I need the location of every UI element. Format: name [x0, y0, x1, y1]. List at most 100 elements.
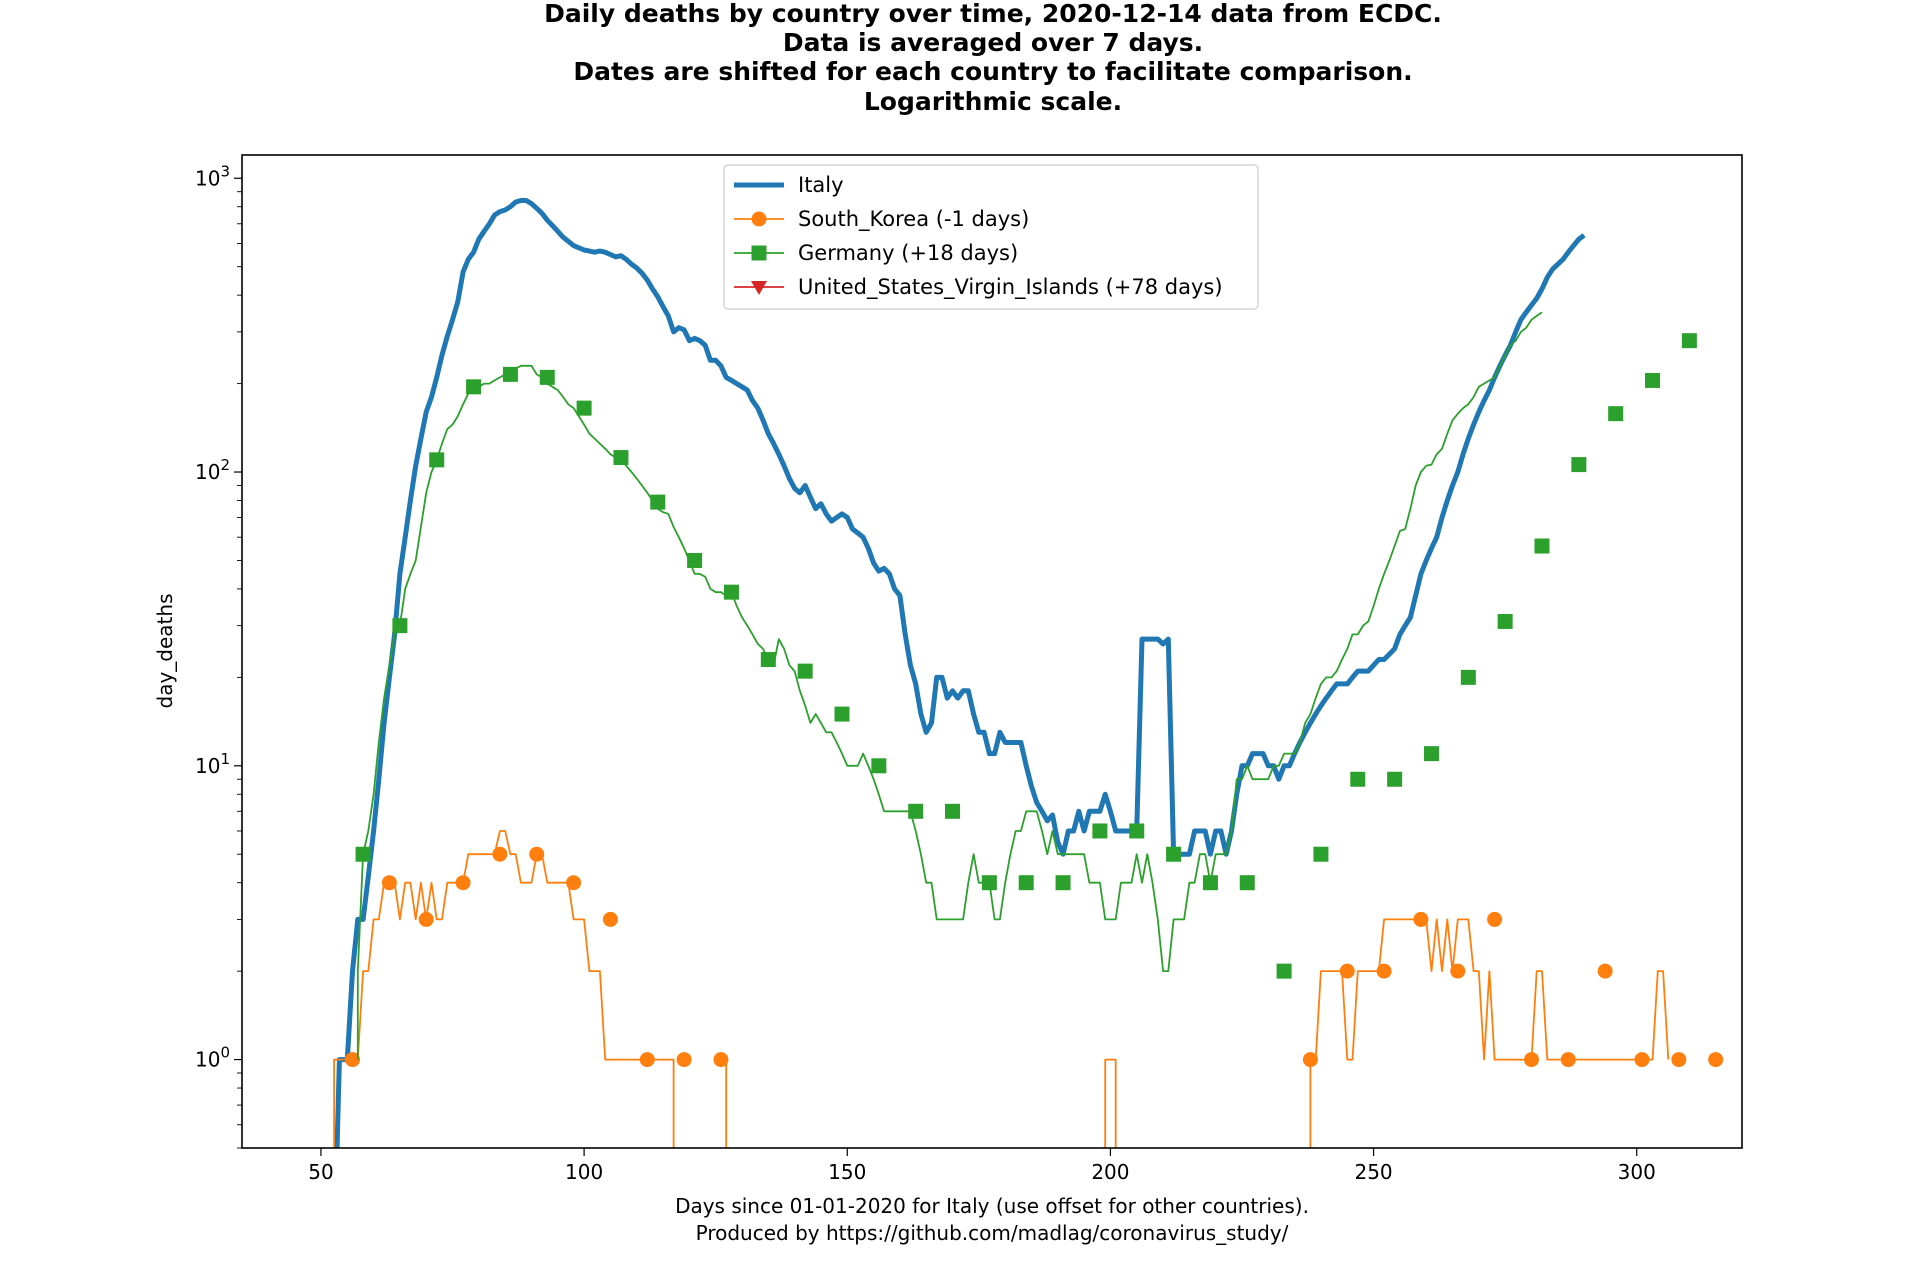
data-point	[502, 366, 518, 382]
title-line-4: Logarithmic scale.	[864, 87, 1122, 116]
data-point	[639, 1052, 655, 1068]
x-tick-label: 50	[308, 1160, 333, 1184]
series-0	[334, 198, 1586, 1148]
x-axis-label-line-1: Days since 01-01-2020 for Italy (use off…	[675, 1194, 1309, 1218]
data-point	[1129, 823, 1145, 839]
y-axis-label: day_deaths	[153, 594, 177, 709]
data-point	[455, 875, 471, 891]
data-point	[1571, 457, 1587, 473]
data-point	[713, 1052, 729, 1068]
data-point	[1202, 875, 1218, 891]
data-point	[381, 875, 397, 891]
data-point	[1387, 771, 1403, 787]
data-point	[1276, 963, 1292, 979]
x-tick-label: 300	[1618, 1160, 1656, 1184]
y-axis: 100 101 102 103	[195, 162, 242, 1149]
data-point	[1645, 372, 1661, 388]
plot-frame	[241, 154, 1743, 1149]
legend-box	[723, 164, 1259, 310]
title-line-1: Daily deaths by country over time, 2020-…	[544, 0, 1442, 28]
data-point	[492, 846, 508, 862]
data-point	[345, 1052, 361, 1068]
data-point	[945, 803, 961, 819]
data-point	[602, 911, 618, 927]
data-point	[1302, 1052, 1318, 1068]
x-tick-label: 250	[1354, 1160, 1392, 1184]
data-point	[576, 400, 592, 416]
data-point	[1413, 911, 1429, 927]
legend-marker	[751, 281, 767, 295]
legend-label: Germany (+18 days)	[798, 241, 1018, 265]
series-line	[356, 311, 1543, 1060]
title-line-3: Dates are shifted for each country to fa…	[573, 57, 1412, 86]
legend-label: United_States_Virgin_Islands (+78 days)	[798, 275, 1223, 300]
series-line	[334, 198, 1586, 1148]
data-point	[1708, 1052, 1724, 1068]
data-point	[1460, 669, 1476, 685]
y-tick-label: 103	[195, 162, 230, 190]
data-point	[1092, 823, 1108, 839]
series-2	[355, 311, 1697, 1060]
chart-title: Daily deaths by country over time, 2020-…	[544, 0, 1442, 116]
data-point	[429, 452, 445, 468]
data-point	[1239, 875, 1255, 891]
data-point	[355, 846, 371, 862]
data-point	[871, 758, 887, 774]
legend-item: Germany (+18 days)	[734, 241, 1018, 265]
legend: Italy South_Korea (-1 days) Germany (+18 d…	[723, 164, 1259, 310]
data-point	[1339, 963, 1355, 979]
data-point	[908, 803, 924, 819]
data-point	[1376, 963, 1392, 979]
legend-marker	[751, 211, 767, 227]
x-tick-label: 200	[1091, 1160, 1129, 1184]
legend-marker	[751, 245, 767, 261]
data-point	[613, 450, 629, 466]
plot-series-layer	[333, 198, 1724, 1148]
data-point	[1166, 846, 1182, 862]
data-point	[1671, 1052, 1687, 1068]
data-point	[760, 652, 776, 668]
legend-item: Italy	[734, 173, 844, 197]
data-point	[981, 875, 997, 891]
data-point	[1423, 746, 1439, 762]
x-tick-label: 150	[828, 1160, 866, 1184]
data-point	[1523, 1052, 1539, 1068]
data-point	[466, 379, 482, 395]
data-point	[676, 1052, 692, 1068]
series-line	[333, 830, 1670, 1148]
x-axis-label-line-2: Produced by https://github.com/madlag/co…	[696, 1221, 1289, 1245]
data-point	[687, 552, 703, 568]
data-point	[797, 663, 813, 679]
y-tick-label: 101	[195, 750, 230, 778]
data-point	[418, 911, 434, 927]
title-line-2: Data is averaged over 7 days.	[783, 28, 1203, 57]
y-tick-label: 102	[195, 456, 230, 484]
data-point	[1450, 963, 1466, 979]
data-point	[539, 369, 555, 385]
data-point	[392, 618, 408, 634]
data-point	[650, 494, 666, 510]
data-point	[1681, 333, 1697, 349]
data-point	[1313, 846, 1329, 862]
data-point	[1534, 538, 1550, 554]
data-point	[1560, 1052, 1576, 1068]
data-point	[723, 584, 739, 600]
data-point	[1055, 875, 1071, 891]
data-point	[1018, 875, 1034, 891]
legend-item: South_Korea (-1 days)	[734, 207, 1029, 232]
data-point	[1597, 963, 1613, 979]
data-point	[529, 846, 545, 862]
x-axis: 50 100 150 200 250 300	[308, 1148, 1656, 1184]
series-1	[333, 830, 1724, 1148]
data-point	[834, 706, 850, 722]
data-point	[1608, 406, 1624, 422]
legend-label: Italy	[798, 173, 844, 197]
data-point	[566, 875, 582, 891]
legend-item: United_States_Virgin_Islands (+78 days)	[734, 275, 1223, 300]
x-tick-label: 100	[565, 1160, 603, 1184]
data-point	[1487, 911, 1503, 927]
y-tick-label: 100	[195, 1044, 230, 1072]
legend-label: South_Korea (-1 days)	[798, 207, 1029, 232]
data-point	[1350, 771, 1366, 787]
